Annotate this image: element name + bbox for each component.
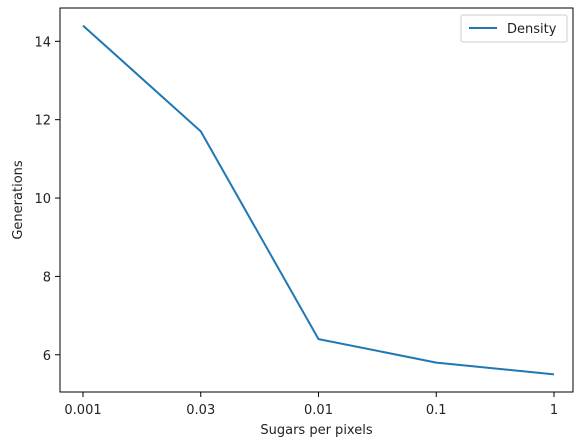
x-axis-ticks: 0.001 0.03 0.01 0.1 1	[64, 392, 558, 418]
y-tick-label: 12	[34, 114, 51, 129]
x-tick-label: 1	[550, 403, 558, 418]
legend-label-density: Density	[507, 22, 557, 37]
x-axis-label: Sugars per pixels	[260, 423, 372, 438]
legend: Density	[460, 14, 568, 43]
x-tick-label: 0.03	[186, 403, 215, 418]
plot-frame	[59, 7, 574, 393]
y-tick-label: 10	[34, 192, 51, 207]
plot-area	[59, 7, 574, 393]
legend-box	[460, 14, 568, 43]
series-layer	[82, 24, 555, 376]
x-tick-label: 0.1	[426, 403, 447, 418]
x-tick-label: 0.01	[304, 403, 333, 418]
y-axis-ticks: 6 8 10 12 14	[34, 35, 60, 364]
y-tick-label: 14	[34, 35, 51, 50]
series-line-density	[82, 24, 555, 376]
x-tick-label: 0.001	[64, 403, 101, 418]
y-tick-label: 8	[43, 270, 51, 285]
y-tick-label: 6	[43, 349, 51, 364]
y-axis-label: Generations	[11, 160, 26, 240]
